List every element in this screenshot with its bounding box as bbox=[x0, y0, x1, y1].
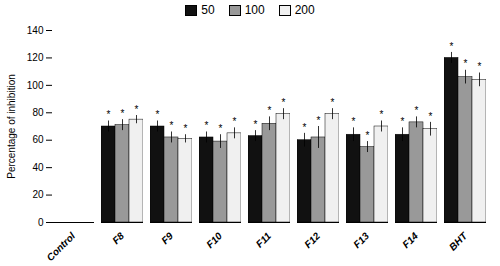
svg-text:*: * bbox=[401, 116, 405, 127]
svg-text:*: * bbox=[282, 97, 286, 108]
svg-text:140: 140 bbox=[27, 25, 44, 36]
svg-text:*: * bbox=[219, 123, 223, 134]
svg-text:120: 120 bbox=[27, 52, 44, 63]
svg-text:*: * bbox=[380, 109, 384, 120]
svg-text:*: * bbox=[464, 58, 468, 69]
svg-text:F8: F8 bbox=[110, 230, 126, 246]
svg-text:*: * bbox=[254, 119, 258, 130]
svg-text:F12: F12 bbox=[302, 230, 322, 250]
svg-text:80: 80 bbox=[32, 107, 44, 118]
svg-text:Control: Control bbox=[44, 230, 77, 263]
svg-text:*: * bbox=[415, 105, 419, 116]
html-text:200: 200 bbox=[294, 3, 315, 17]
svg-text:*: * bbox=[303, 122, 307, 133]
svg-text:F14: F14 bbox=[400, 230, 420, 250]
svg-text:*: * bbox=[135, 104, 139, 115]
svg-text:*: * bbox=[156, 109, 160, 120]
svg-text:40: 40 bbox=[32, 162, 44, 173]
svg-text:Percentage of inhibition: Percentage of inhibition bbox=[6, 74, 17, 179]
svg-text:*: * bbox=[121, 108, 125, 119]
svg-text:F13: F13 bbox=[351, 230, 371, 250]
svg-text:*: * bbox=[352, 116, 356, 127]
svg-text:*: * bbox=[429, 111, 433, 122]
svg-text:*: * bbox=[233, 116, 237, 127]
svg-text:*: * bbox=[450, 41, 454, 52]
svg-text:*: * bbox=[170, 120, 174, 131]
svg-text:F9: F9 bbox=[159, 230, 175, 246]
svg-text:BHT: BHT bbox=[447, 230, 470, 253]
svg-text:*: * bbox=[317, 115, 321, 126]
svg-text:F10: F10 bbox=[204, 230, 224, 250]
svg-text:*: * bbox=[478, 61, 482, 72]
svg-text:*: * bbox=[184, 123, 188, 134]
svg-text:*: * bbox=[268, 105, 272, 116]
svg-text:0: 0 bbox=[38, 217, 44, 228]
svg-text:*: * bbox=[331, 97, 335, 108]
svg-text:*: * bbox=[107, 109, 111, 120]
svg-text:100: 100 bbox=[27, 80, 44, 91]
svg-text:*: * bbox=[205, 120, 209, 131]
html-text:100: 100 bbox=[244, 3, 265, 17]
svg-text:*: * bbox=[366, 130, 370, 141]
svg-text:F11: F11 bbox=[254, 230, 274, 250]
html-text:50: 50 bbox=[201, 3, 215, 17]
svg-text:60: 60 bbox=[32, 134, 44, 145]
svg-text:20: 20 bbox=[32, 189, 44, 200]
